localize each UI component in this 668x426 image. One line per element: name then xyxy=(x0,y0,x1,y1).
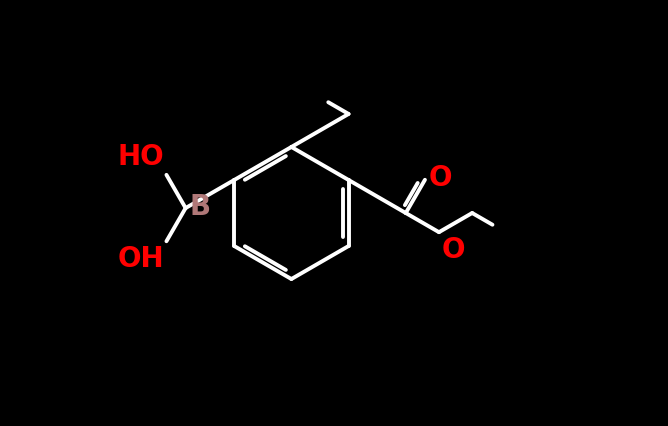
Text: O: O xyxy=(442,236,466,264)
Text: O: O xyxy=(428,164,452,192)
Text: HO: HO xyxy=(118,144,164,171)
Text: OH: OH xyxy=(118,245,164,273)
Text: B: B xyxy=(189,193,210,221)
